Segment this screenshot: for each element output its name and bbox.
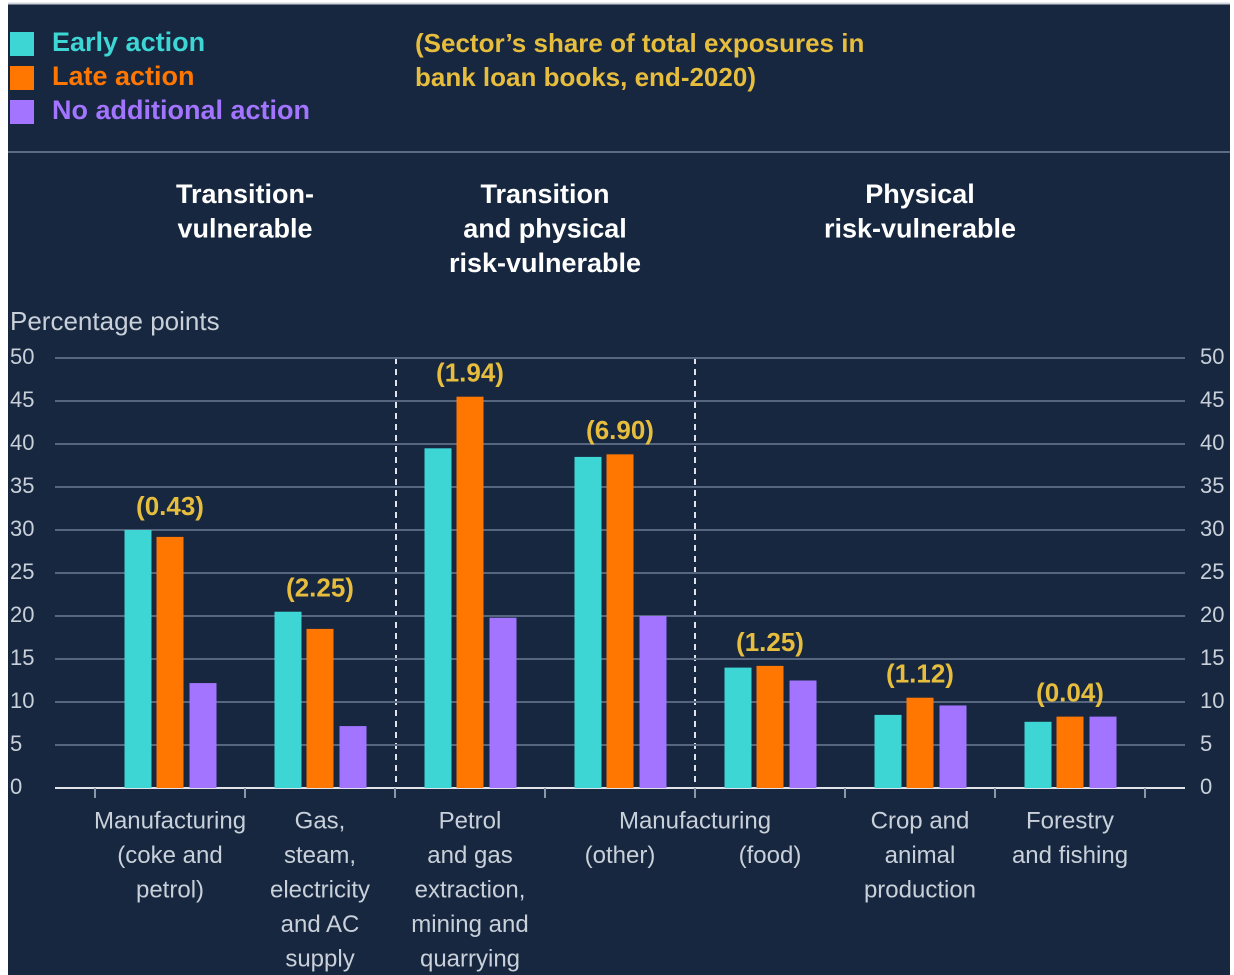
y-tick-label: 0	[10, 774, 22, 799]
annotation: (0.04)	[1036, 677, 1104, 707]
y-tick-label-right: 45	[1200, 387, 1224, 412]
bar	[906, 697, 934, 788]
annotation: (1.94)	[436, 358, 504, 388]
annotation: (0.43)	[136, 491, 204, 521]
y-tick-label: 20	[10, 602, 34, 627]
y-tick-label: 10	[10, 688, 34, 713]
y-axis-label: Percentage points	[10, 306, 220, 336]
y-tick-label: 40	[10, 430, 34, 455]
legend-swatch	[10, 66, 34, 90]
x-tick-label: quarrying	[420, 945, 520, 972]
bar	[724, 667, 752, 788]
bar	[874, 714, 902, 788]
x-tick-label: Gas,	[295, 807, 346, 834]
bar	[124, 530, 152, 788]
legend-label: Early action	[52, 27, 205, 57]
bar	[789, 680, 817, 788]
y-tick-label: 50	[10, 344, 34, 369]
group-label: and physical	[463, 214, 627, 244]
group-label: Physical	[865, 179, 975, 209]
legend-swatch	[10, 32, 34, 56]
x-tick-label: petrol)	[136, 876, 204, 903]
bar	[606, 454, 634, 788]
y-tick-label: 30	[10, 516, 34, 541]
shared-category-label: Manufacturing	[619, 807, 771, 834]
bar	[189, 683, 217, 788]
x-tick-label: (coke and	[117, 842, 222, 869]
x-tick-label: Forestry	[1026, 807, 1114, 834]
y-tick-label-right: 40	[1200, 430, 1224, 455]
bar	[756, 665, 784, 788]
legend-label: Late action	[52, 61, 195, 91]
group-label: vulnerable	[177, 214, 312, 244]
y-tick-label: 45	[10, 387, 34, 412]
y-tick-label: 35	[10, 473, 34, 498]
subtitle: (Sector’s share of total exposures in	[415, 28, 864, 58]
bar	[639, 616, 667, 788]
x-tick-label: (food)	[739, 842, 802, 869]
legend-label: No additional action	[52, 95, 310, 125]
y-tick-label-right: 50	[1200, 344, 1224, 369]
group-label: risk-vulnerable	[449, 248, 641, 278]
bar	[306, 628, 334, 788]
bar	[1056, 716, 1084, 788]
y-tick-label: 25	[10, 559, 34, 584]
group-label: risk-vulnerable	[824, 214, 1016, 244]
x-tick-label: Petrol	[439, 807, 502, 834]
x-tick-label: animal	[885, 842, 956, 869]
y-tick-label-right: 20	[1200, 602, 1224, 627]
x-tick-label: and gas	[427, 842, 512, 869]
bar	[339, 726, 367, 788]
y-tick-label-right: 15	[1200, 645, 1224, 670]
annotation: (1.12)	[886, 659, 954, 689]
x-tick-label: supply	[285, 945, 354, 972]
x-tick-label: electricity	[270, 876, 370, 903]
x-tick-label: Manufacturing	[94, 807, 246, 834]
annotation: (1.25)	[736, 627, 804, 657]
bar	[274, 611, 302, 788]
group-label: Transition	[480, 179, 609, 209]
bar	[424, 448, 452, 788]
subtitle: bank loan books, end-2020)	[415, 62, 756, 92]
x-tick-label: and fishing	[1012, 842, 1128, 869]
y-tick-label-right: 25	[1200, 559, 1224, 584]
bar	[574, 456, 602, 788]
annotation: (2.25)	[286, 573, 354, 603]
bar	[1089, 716, 1117, 788]
y-tick-label-right: 5	[1200, 731, 1212, 756]
y-tick-label: 5	[10, 731, 22, 756]
bar	[1024, 721, 1052, 788]
y-tick-label-right: 0	[1200, 774, 1212, 799]
y-tick-label: 15	[10, 645, 34, 670]
x-tick-label: Crop and	[871, 807, 970, 834]
annotation: (6.90)	[586, 415, 654, 445]
y-tick-label-right: 35	[1200, 473, 1224, 498]
y-tick-label-right: 10	[1200, 688, 1224, 713]
x-tick-label: (other)	[585, 842, 656, 869]
x-tick-label: mining and	[411, 911, 528, 938]
bar	[939, 705, 967, 788]
bar	[456, 396, 484, 788]
x-tick-label: production	[864, 876, 976, 903]
group-label: Transition-	[176, 179, 314, 209]
x-tick-label: and AC	[281, 911, 360, 938]
bar	[156, 536, 184, 788]
x-tick-label: steam,	[284, 842, 356, 869]
legend-swatch	[10, 100, 34, 124]
x-tick-label: extraction,	[415, 876, 526, 903]
bar	[489, 617, 517, 788]
y-tick-label-right: 30	[1200, 516, 1224, 541]
